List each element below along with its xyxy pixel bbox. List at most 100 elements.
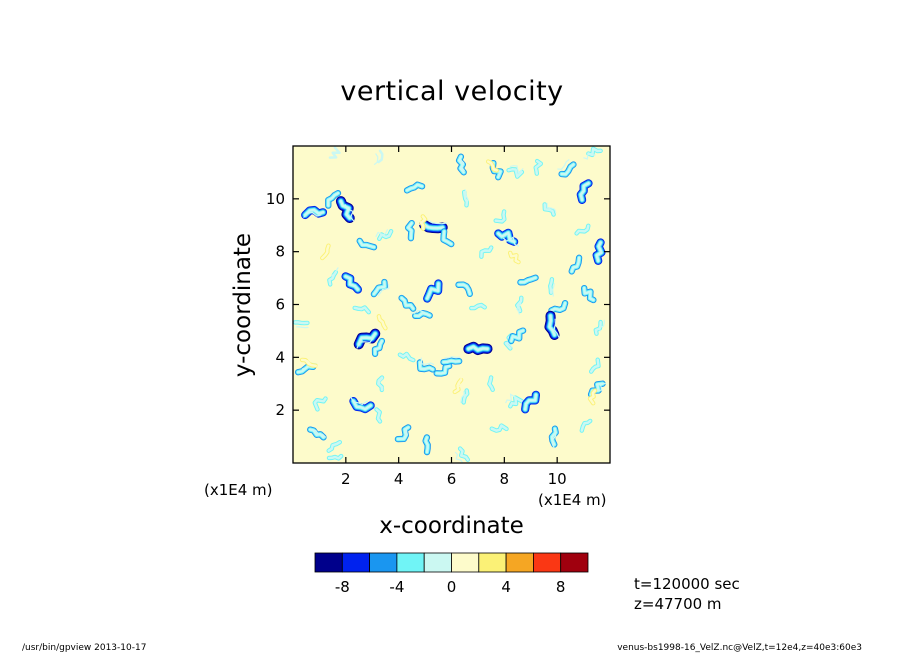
velocity-contour-halo <box>331 267 339 280</box>
colorbar-tick-label: -8 <box>335 578 350 596</box>
velocity-feature <box>486 159 499 173</box>
velocity-feature <box>370 278 390 298</box>
velocity-contour <box>548 314 556 337</box>
velocity-feature <box>508 327 527 345</box>
velocity-feature <box>581 284 597 304</box>
velocity-contour <box>486 160 498 172</box>
velocity-contour <box>588 389 597 405</box>
velocity-feature <box>376 314 388 331</box>
velocity-contour <box>508 251 520 264</box>
velocity-contour <box>570 256 581 273</box>
velocity-contour-halo <box>553 318 560 339</box>
velocity-contour <box>458 447 470 461</box>
velocity-feature <box>576 179 593 204</box>
velocity-contour <box>406 221 413 240</box>
velocity-contour-halo <box>509 165 524 175</box>
x-tick-label: 8 <box>500 470 510 488</box>
y-tick-label: 2 <box>275 401 285 419</box>
velocity-feature <box>403 181 426 194</box>
x-tick-label: 6 <box>447 470 457 488</box>
velocity-contour <box>344 275 360 291</box>
x-axis-scale-label: (x1E4 m) <box>538 491 607 509</box>
velocity-contour <box>425 282 440 300</box>
velocity-feature <box>440 356 463 366</box>
velocity-contour-halo <box>459 154 466 172</box>
velocity-feature <box>557 159 577 178</box>
colorbar-tick-label: 0 <box>447 578 457 596</box>
velocity-contour <box>488 376 494 391</box>
velocity-contour-halo <box>416 219 422 233</box>
y-tick-label: 10 <box>266 190 285 208</box>
colorbar-swatch <box>423 552 452 573</box>
velocity-contour <box>303 208 325 217</box>
velocity-feature <box>544 310 560 340</box>
velocity-feature <box>335 196 355 224</box>
x-axis-ticks: 2 4 6 8 10 <box>341 146 567 488</box>
velocity-contour-halo <box>427 219 447 225</box>
velocity-feature <box>587 388 598 406</box>
x-axis-label: x-coordinate <box>379 513 524 539</box>
velocity-contour-halo <box>325 246 333 260</box>
footer-program-info: /usr/bin/gpview 2013-10-17 <box>22 643 147 653</box>
colorbar-tick-label: -4 <box>389 578 404 596</box>
velocity-contour <box>372 280 386 296</box>
velocity-contour-halo <box>596 242 603 262</box>
chart-title: vertical velocity <box>340 76 564 107</box>
velocity-contour-halo <box>505 393 518 404</box>
colorbar-swatch <box>451 552 480 573</box>
velocity-contour-halo <box>454 451 464 463</box>
velocity-contour-halo <box>410 309 426 314</box>
y-tick-label: 4 <box>275 348 285 366</box>
velocity-feature <box>592 238 606 265</box>
velocity-contour <box>510 329 525 343</box>
velocity-contour <box>579 182 590 202</box>
velocity-feature <box>349 396 375 414</box>
velocity-contour <box>582 286 595 302</box>
velocity-contour <box>328 146 341 159</box>
plot-background <box>293 146 610 463</box>
velocity-feature <box>568 254 583 275</box>
velocity-contour-halo <box>456 375 464 389</box>
velocity-feature <box>589 357 601 374</box>
footer-file-info: venus-bs1998-16_VelZ.nc@VelZ,t=12e4,z=40… <box>617 643 862 653</box>
velocity-feature <box>506 165 525 179</box>
colorbar-swatch <box>341 552 370 573</box>
velocity-contour <box>375 408 382 423</box>
x-tick-label: 2 <box>341 470 351 488</box>
velocity-feature <box>326 453 344 461</box>
velocity-contour <box>560 163 575 176</box>
velocity-contour <box>516 296 523 313</box>
velocity-feature <box>455 281 473 298</box>
velocity-contour-halo <box>356 337 374 349</box>
velocity-feature <box>356 237 378 251</box>
velocity-feature <box>394 424 412 443</box>
velocity-contour <box>523 393 538 411</box>
velocity-contour <box>497 231 516 243</box>
velocity-contour-halo <box>583 151 596 160</box>
velocity-feature <box>579 418 593 433</box>
velocity-contour <box>413 311 431 318</box>
velocity-feature <box>299 357 318 368</box>
velocity-feature <box>398 294 417 312</box>
colorbar-swatch <box>533 552 562 573</box>
velocity-feature <box>489 423 509 433</box>
velocity-contour <box>353 306 371 314</box>
velocity-feature <box>293 320 310 329</box>
velocity-contour <box>373 339 384 356</box>
velocity-feature <box>374 407 383 424</box>
velocity-contour <box>327 440 342 452</box>
velocity-contour <box>352 399 372 411</box>
y-axis-ticks: 2 4 6 8 10 <box>266 190 610 419</box>
velocity-feature <box>455 153 467 176</box>
velocity-feature <box>325 190 342 209</box>
velocity-contour-halo <box>399 426 411 439</box>
colorbar-swatch <box>478 552 507 573</box>
velocity-feature <box>479 245 494 259</box>
velocity-contour <box>377 376 384 392</box>
velocity-contour <box>550 301 567 312</box>
velocity-contour <box>398 352 415 362</box>
y-axis-label: y-coordinate <box>230 232 256 378</box>
velocity-feature <box>460 388 470 405</box>
y-axis-scale-label: (x1E4 m) <box>204 481 273 499</box>
